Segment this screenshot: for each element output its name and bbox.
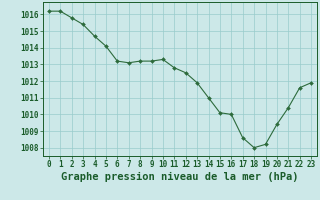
X-axis label: Graphe pression niveau de la mer (hPa): Graphe pression niveau de la mer (hPa) xyxy=(61,172,299,182)
